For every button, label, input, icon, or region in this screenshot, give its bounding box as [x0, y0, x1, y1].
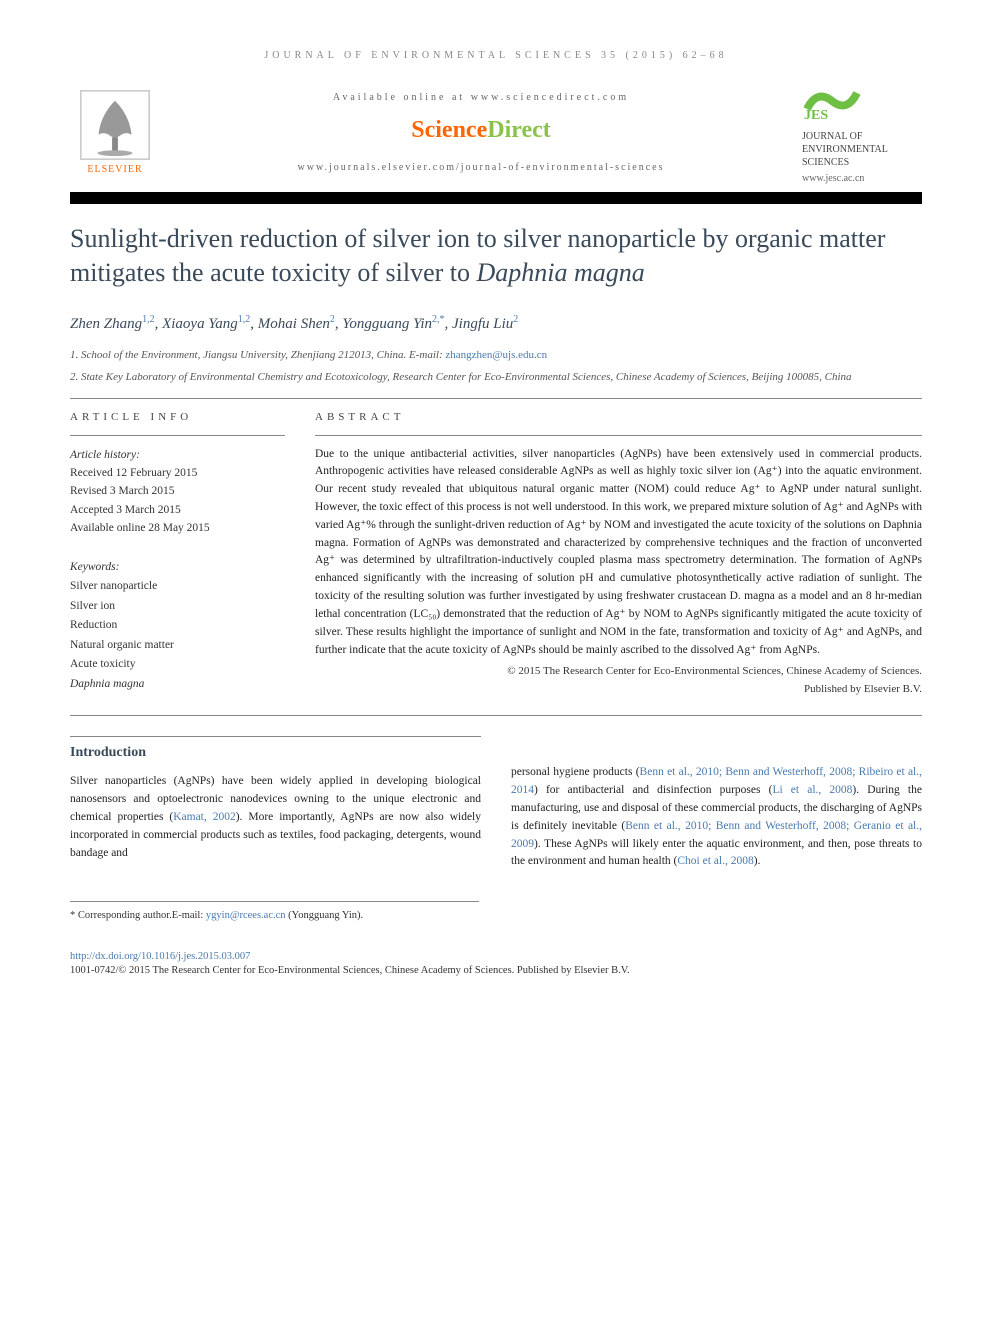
title-separator-bar — [70, 192, 922, 204]
article-info-heading: ARTICLE INFO — [70, 411, 285, 423]
center-banner: Available online at www.sciencedirect.co… — [160, 92, 802, 173]
available-online-text: Available online at www.sciencedirect.co… — [160, 92, 802, 103]
footnote-post: (Yongguang Yin). — [286, 910, 364, 921]
keyword: Silver nanoparticle — [70, 577, 285, 597]
abstract-copyright-2: Published by Elsevier B.V. — [315, 683, 922, 695]
history-label: Article history: — [70, 446, 285, 464]
svg-text:JES: JES — [804, 108, 828, 121]
intro-paragraph-1: Silver nanoparticles (AgNPs) have been w… — [70, 773, 481, 862]
jes-journal-name: JOURNAL OF ENVIRONMENTAL SCIENCES — [802, 130, 922, 169]
introduction-section: Introduction Silver nanoparticles (AgNPs… — [70, 736, 922, 871]
affiliation-2: 2. State Key Laboratory of Environmental… — [70, 369, 922, 386]
publisher-banner: ELSEVIER Available online at www.science… — [70, 81, 922, 184]
sd-part2: Direct — [487, 117, 551, 143]
intro-col-left: Introduction Silver nanoparticles (AgNPs… — [70, 736, 481, 871]
history-received: Received 12 February 2015 — [70, 464, 285, 482]
corresponding-author-footnote: * Corresponding author.E-mail: ygyin@rce… — [70, 901, 479, 921]
info-abstract-row: ARTICLE INFO Article history: Received 1… — [70, 411, 922, 696]
journal-reference: JOURNAL OF ENVIRONMENTAL SCIENCES 35 (20… — [70, 50, 922, 61]
article-title: Sunlight-driven reduction of silver ion … — [70, 222, 922, 290]
sciencedirect-logo[interactable]: ScienceDirect — [160, 117, 802, 144]
intro-text-span: ) for antibacterial and disinfection pur… — [534, 784, 772, 796]
jes-logo-icon: JES — [802, 81, 862, 121]
elsevier-logo-block: ELSEVIER — [70, 90, 160, 175]
footnote-pre: * Corresponding author.E-mail: — [70, 910, 206, 921]
citation-link[interactable]: Kamat, 2002 — [173, 811, 235, 823]
jes-logo-block: JES JOURNAL OF ENVIRONMENTAL SCIENCES ww… — [802, 81, 922, 184]
article-history: Article history: Received 12 February 20… — [70, 435, 285, 538]
intro-text-span: ). — [754, 855, 761, 867]
introduction-heading: Introduction — [70, 736, 481, 761]
abstract-text: Due to the unique antibacterial activiti… — [315, 435, 922, 660]
elsevier-tree-icon — [80, 90, 150, 160]
keywords-label: Keywords: — [70, 558, 285, 578]
keyword: Natural organic matter — [70, 636, 285, 656]
abstract-heading: ABSTRACT — [315, 411, 922, 423]
affil-1-text: 1. School of the Environment, Jiangsu Un… — [70, 349, 445, 361]
intro-col-right: personal hygiene products (Benn et al., … — [511, 736, 922, 871]
title-species: Daphnia magna — [477, 258, 645, 287]
elsevier-label: ELSEVIER — [87, 164, 142, 175]
intro-paragraph-2: personal hygiene products (Benn et al., … — [511, 764, 922, 871]
divider — [70, 398, 922, 399]
jes-url[interactable]: www.jesc.ac.cn — [802, 173, 922, 184]
affil-1-email[interactable]: zhangzhen@ujs.edu.cn — [445, 349, 547, 361]
keywords-block: Keywords: Silver nanoparticle Silver ion… — [70, 558, 285, 695]
doi-block: http://dx.doi.org/10.1016/j.jes.2015.03.… — [70, 951, 922, 976]
citation-link[interactable]: Choi et al., 2008 — [677, 855, 753, 867]
journals-url[interactable]: www.journals.elsevier.com/journal-of-env… — [160, 162, 802, 173]
keyword: Daphnia magna — [70, 675, 285, 695]
sd-part1: Science — [411, 117, 487, 143]
citation-link[interactable]: Li et al., 2008 — [772, 784, 852, 796]
corresponding-email[interactable]: ygyin@rcees.ac.cn — [206, 910, 286, 921]
article-info-column: ARTICLE INFO Article history: Received 1… — [70, 411, 285, 696]
abstract-column: ABSTRACT Due to the unique antibacterial… — [315, 411, 922, 696]
keyword: Silver ion — [70, 597, 285, 617]
keyword: Acute toxicity — [70, 655, 285, 675]
divider — [70, 715, 922, 716]
issn-copyright: 1001-0742/© 2015 The Research Center for… — [70, 965, 922, 976]
history-revised: Revised 3 March 2015 — [70, 482, 285, 500]
affiliation-1: 1. School of the Environment, Jiangsu Un… — [70, 347, 922, 364]
abstract-copyright-1: © 2015 The Research Center for Eco-Envir… — [315, 665, 922, 677]
history-accepted: Accepted 3 March 2015 — [70, 501, 285, 519]
history-online: Available online 28 May 2015 — [70, 519, 285, 537]
intro-text-span: personal hygiene products ( — [511, 766, 640, 778]
keyword: Reduction — [70, 616, 285, 636]
doi-link[interactable]: http://dx.doi.org/10.1016/j.jes.2015.03.… — [70, 951, 250, 962]
author-list: Zhen Zhang1,2, Xiaoya Yang1,2, Mohai She… — [70, 314, 922, 333]
